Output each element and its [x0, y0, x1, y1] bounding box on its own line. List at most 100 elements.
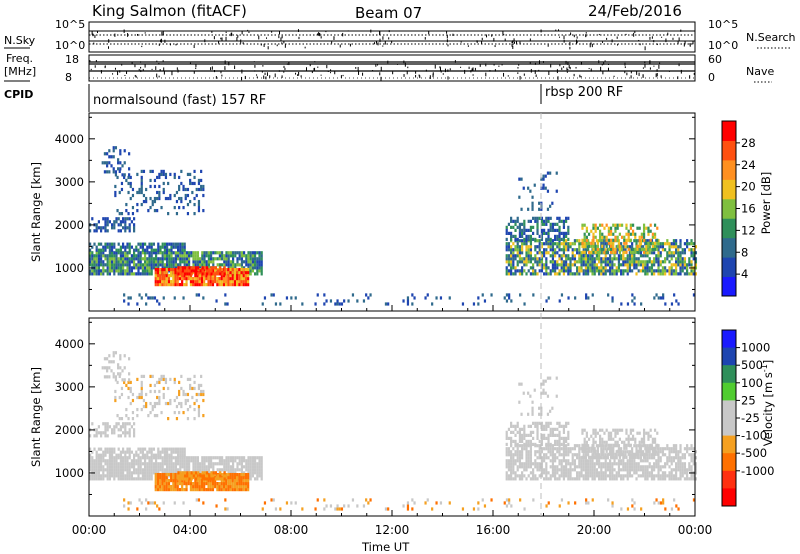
power-cell — [172, 260, 175, 264]
velocity-cell — [238, 472, 241, 477]
power-cell — [136, 202, 139, 207]
velocity-cell — [534, 450, 537, 454]
freq-speck — [425, 69, 427, 72]
velocity-cell — [236, 481, 239, 486]
velocity-cell — [168, 453, 171, 457]
power-cell — [672, 242, 676, 246]
power-cell — [139, 251, 142, 255]
velocity-cell — [168, 465, 171, 469]
power-cell — [507, 260, 511, 264]
nsky-speck — [573, 34, 575, 38]
power-cell — [688, 248, 691, 252]
velocity-cell — [694, 477, 698, 481]
power-cell — [549, 248, 552, 252]
power-cell — [606, 257, 610, 261]
velocity-cell — [146, 453, 149, 457]
power-cell — [527, 254, 530, 258]
power-cell — [567, 263, 570, 267]
velocity-cell — [129, 389, 132, 394]
velocity-cell — [540, 456, 544, 460]
power-cell — [574, 296, 577, 300]
power-cell — [95, 272, 98, 276]
freq-speck — [418, 74, 420, 77]
power-cell — [100, 254, 103, 258]
power-cell — [251, 251, 254, 255]
power-cell — [424, 296, 427, 300]
power-cell — [521, 231, 524, 235]
velocity-cell — [567, 450, 570, 454]
freq-speck — [151, 68, 153, 70]
power-cell — [629, 238, 632, 242]
power-cell — [620, 235, 624, 239]
freq-speck — [104, 65, 106, 68]
velocity-cell — [100, 474, 103, 478]
power-cell — [554, 251, 557, 255]
velocity-cell — [639, 447, 643, 451]
velocity-cell — [655, 465, 658, 469]
velocity-cell — [527, 453, 530, 457]
power-cell — [520, 177, 523, 181]
velocity-cell — [582, 453, 585, 457]
velocity-cell — [558, 433, 561, 437]
velocity-cell — [690, 477, 693, 481]
power-cell — [614, 229, 617, 233]
velocity-cell — [106, 459, 109, 463]
power-cell — [197, 199, 201, 204]
velocity-cell — [178, 401, 181, 406]
velocity-cell — [243, 471, 246, 475]
velocity-cell — [244, 481, 248, 486]
velocity-cell — [578, 453, 581, 457]
power-cell — [199, 260, 202, 264]
velocity-cell — [128, 378, 131, 382]
power-cell — [202, 187, 205, 192]
power-cell — [145, 293, 148, 297]
velocity-cell — [196, 472, 199, 477]
power-cell — [681, 260, 684, 264]
y-tick-label: 3000 — [55, 175, 84, 189]
power-cell — [540, 234, 544, 239]
velocity-cell — [175, 395, 179, 400]
velocity-cell — [243, 459, 246, 463]
power-cell — [587, 269, 590, 273]
power-cell — [569, 269, 572, 273]
velocity-cell — [518, 459, 522, 463]
velocity-cell — [225, 485, 228, 489]
power-cell — [100, 257, 103, 261]
power-cell — [232, 254, 235, 258]
velocity-cell — [154, 481, 157, 486]
velocity-cell — [194, 485, 197, 489]
power-cell — [157, 245, 160, 249]
power-cell — [218, 263, 221, 267]
nsky-speck — [298, 36, 300, 40]
velocity-cell — [137, 456, 140, 460]
nave-tick-top: 60 — [708, 53, 722, 66]
power-cell — [126, 272, 129, 276]
velocity-cell — [664, 462, 667, 466]
velocity-cell — [113, 477, 116, 481]
power-cell — [587, 250, 591, 254]
velocity-cell — [532, 442, 535, 447]
velocity-cell — [507, 427, 511, 431]
power-cell — [545, 248, 548, 252]
power-cell — [600, 269, 603, 273]
velocity-cell — [543, 436, 546, 440]
power-cell — [224, 293, 227, 297]
power-cell — [636, 250, 639, 254]
power-cell — [529, 266, 533, 270]
power-cell — [590, 244, 593, 248]
power-cell — [633, 263, 636, 267]
velocity-cell — [177, 459, 180, 463]
velocity-cell — [116, 380, 119, 385]
velocity-cell — [547, 471, 550, 475]
velocity-cell — [223, 465, 226, 469]
power-cell — [154, 276, 157, 281]
velocity-cell — [505, 477, 508, 481]
power-cell — [254, 266, 257, 270]
power-cell — [144, 242, 147, 246]
velocity-cell — [576, 477, 579, 481]
velocity-cell — [100, 434, 103, 438]
velocity-cell — [159, 472, 162, 477]
power-cell — [593, 272, 596, 276]
power-cell — [645, 226, 648, 230]
power-cell — [153, 178, 157, 183]
